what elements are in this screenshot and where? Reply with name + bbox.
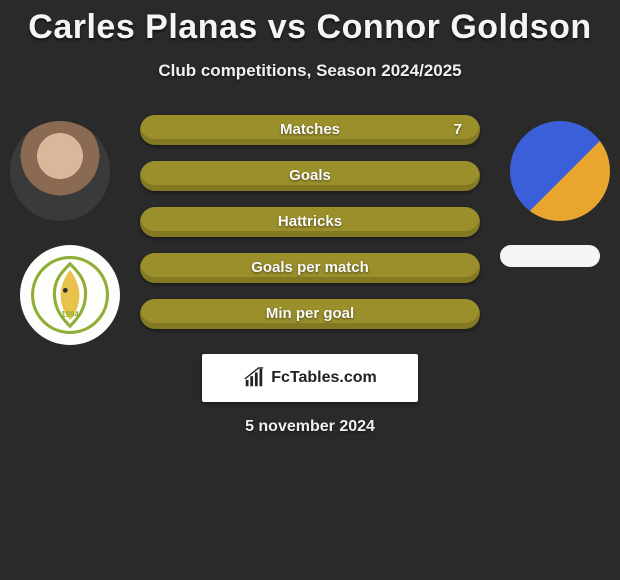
page-title: Carles Planas vs Connor Goldson: [0, 0, 620, 47]
stat-bar: Min per goal: [140, 299, 480, 329]
snapshot-date: 5 november 2024: [0, 418, 620, 436]
bar-chart-icon: [243, 367, 265, 389]
attribution-text: FcTables.com: [271, 369, 377, 387]
aek-badge-icon: 1994: [31, 256, 109, 334]
player-right-avatar: [510, 121, 610, 221]
attribution-badge: FcTables.com: [202, 354, 418, 402]
stat-bar: Goals: [140, 161, 480, 191]
stat-label: Matches: [280, 121, 340, 138]
stat-bar: Goals per match: [140, 253, 480, 283]
stat-label: Goals: [289, 167, 331, 184]
player-left-avatar: [10, 121, 110, 221]
svg-text:1994: 1994: [61, 310, 79, 319]
club-badge-left: 1994: [20, 245, 120, 345]
stat-bar: Matches 7: [140, 115, 480, 145]
stat-label: Min per goal: [266, 305, 354, 322]
stat-label: Goals per match: [251, 259, 369, 276]
subtitle: Club competitions, Season 2024/2025: [0, 61, 620, 81]
club-badge-right: [500, 245, 600, 267]
stat-label: Hattricks: [278, 213, 342, 230]
stat-value-right: 7: [454, 115, 462, 145]
stat-bars: Matches 7 Goals Hattricks Goals per matc…: [140, 115, 480, 345]
stat-bar: Hattricks: [140, 207, 480, 237]
